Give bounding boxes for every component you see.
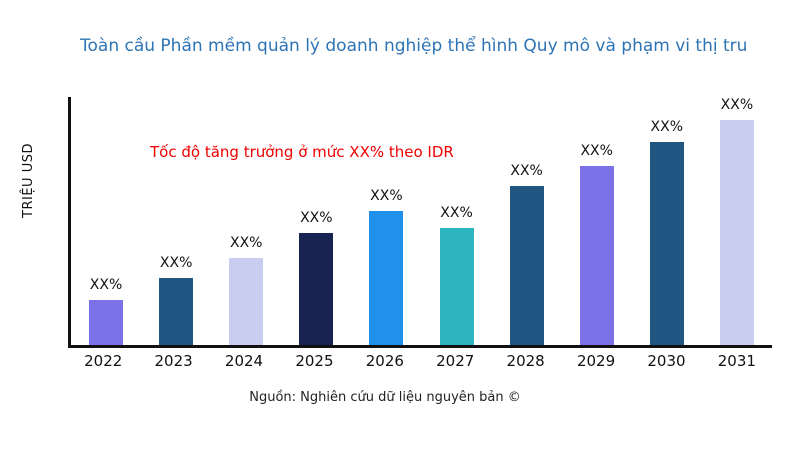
x-tick-2029: 2029 xyxy=(576,352,616,370)
bar-value-label: XX% xyxy=(229,235,263,252)
bar-value-label: XX% xyxy=(370,188,403,205)
bar-group-2028: XX% xyxy=(492,97,562,345)
bar-group-2025: XX% xyxy=(281,97,351,345)
x-tick-2023: 2023 xyxy=(154,352,193,370)
bar xyxy=(439,228,474,345)
bar-value-label: XX% xyxy=(650,118,684,135)
bar-group-2029: XX% xyxy=(562,97,632,345)
y-axis-label: TRIỆU USD xyxy=(8,110,48,250)
bar-value-label: XX% xyxy=(159,255,193,272)
bar xyxy=(719,120,754,345)
bar-value-label: XX% xyxy=(510,163,543,180)
bar xyxy=(89,300,124,345)
bar-value-label: XX% xyxy=(440,205,473,222)
x-tick-2025: 2025 xyxy=(295,352,334,370)
bar xyxy=(159,278,194,345)
source-note: Nguồn: Nghiên cứu dữ liệu nguyên bản © xyxy=(249,390,521,405)
growth-annotation: Tốc độ tăng trưởng ở mức XX% theo IDR xyxy=(150,143,454,161)
bar-group-2023: XX% xyxy=(141,97,211,345)
bar-group-2027: XX% xyxy=(421,97,491,345)
x-tick-2027: 2027 xyxy=(436,352,475,370)
x-tick-2024: 2024 xyxy=(224,352,264,370)
bar-value-label: XX% xyxy=(89,277,123,294)
bar-group-2024: XX% xyxy=(211,97,281,345)
bar-value-label: XX% xyxy=(580,143,613,160)
bar-group-2031: XX% xyxy=(702,97,772,345)
bar xyxy=(369,211,404,345)
chart-title: Toàn cầu Phần mềm quản lý doanh nghiệp t… xyxy=(80,36,748,56)
y-axis-label-text: TRIỆU USD xyxy=(20,142,36,218)
x-axis-labels: 2022 2023 2024 2025 2026 2027 2028 2029 2030 2031 xyxy=(68,352,772,370)
bar-value-label: XX% xyxy=(300,210,333,227)
bar-group-2022: XX% xyxy=(71,97,141,345)
plot-area: XX% XX% XX% XX% XX% XX% XX% XX% XX% XX% xyxy=(68,97,772,348)
x-tick-2022: 2022 xyxy=(84,352,123,370)
bar-value-label: XX% xyxy=(720,97,754,113)
x-tick-2026: 2026 xyxy=(365,352,404,370)
bar-group-2026: XX% xyxy=(351,97,421,345)
bar xyxy=(649,141,684,345)
bars: XX% XX% XX% XX% XX% XX% XX% XX% XX% XX% xyxy=(71,97,772,345)
x-tick-2028: 2028 xyxy=(506,352,545,370)
bar xyxy=(299,233,334,345)
x-tick-2030: 2030 xyxy=(647,352,686,370)
bar xyxy=(579,166,614,345)
bar-group-2030: XX% xyxy=(632,97,702,345)
x-tick-2031: 2031 xyxy=(717,352,756,370)
bar xyxy=(509,186,544,345)
bar xyxy=(229,258,264,345)
